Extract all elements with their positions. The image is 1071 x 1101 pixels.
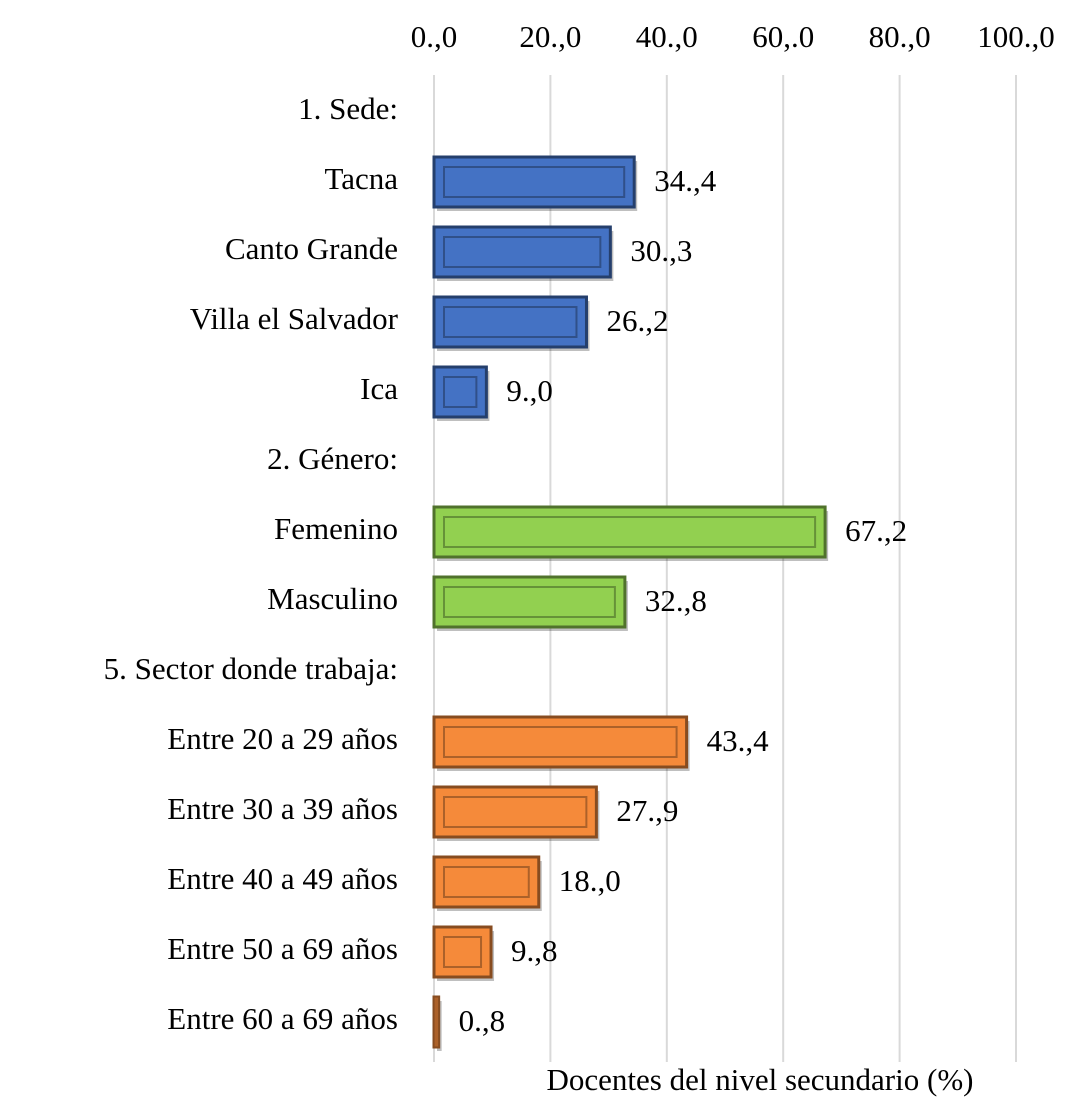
x-tick-label: 0.,0 xyxy=(411,19,458,54)
data-label: 32.,8 xyxy=(645,583,707,618)
data-label: 43.,4 xyxy=(707,723,770,758)
bar xyxy=(432,715,689,769)
bar xyxy=(432,225,612,279)
x-tick-label: 40.,0 xyxy=(636,19,698,54)
y-tick-label: Entre 20 a 29 años xyxy=(167,721,398,756)
data-label: 9.,0 xyxy=(506,373,553,408)
bar xyxy=(432,925,493,979)
y-tick-label: Masculino xyxy=(267,581,398,616)
bar-bevel xyxy=(443,516,817,548)
y-tick-label: 1. Sede: xyxy=(298,91,398,126)
bar-bevel xyxy=(443,866,530,898)
bar xyxy=(432,295,588,349)
data-label: 34.,4 xyxy=(654,163,717,198)
y-tick-label: Entre 50 a 69 años xyxy=(167,931,398,966)
y-tick-label: 2. Género: xyxy=(267,441,398,476)
x-tick-label: 60,.0 xyxy=(752,19,814,54)
bar-bevel xyxy=(443,376,478,408)
bar-bevel xyxy=(443,726,678,758)
data-label: 0.,8 xyxy=(459,1003,506,1038)
data-label: 27.,9 xyxy=(616,793,678,828)
bar xyxy=(432,155,636,209)
y-tick-label: Ica xyxy=(360,371,398,406)
y-tick-label: Tacna xyxy=(324,161,398,196)
y-tick-label: 5. Sector donde trabaja: xyxy=(104,651,398,686)
bar-bevel xyxy=(434,997,439,1047)
data-label: 67.,2 xyxy=(845,513,907,548)
bar xyxy=(432,505,827,559)
data-label: 18.,0 xyxy=(559,863,621,898)
bar xyxy=(432,365,488,419)
y-tick-label: Entre 60 a 69 años xyxy=(167,1001,398,1036)
x-tick-label: 20.,0 xyxy=(519,19,581,54)
x-tick-label: 80.,0 xyxy=(869,19,931,54)
data-label: 30.,3 xyxy=(630,233,692,268)
x-tick-label: 100.,0 xyxy=(977,19,1055,54)
bar xyxy=(432,785,598,839)
y-tick-label: Villa el Salvador xyxy=(190,301,399,336)
bar-bevel xyxy=(443,936,483,968)
x-axis-label: Docentes del nivel secundario (%) xyxy=(547,1062,974,1097)
bar xyxy=(432,855,541,909)
y-tick-label: Entre 30 a 39 años xyxy=(167,791,398,826)
y-tick-label: Entre 40 a 49 años xyxy=(167,861,398,896)
bar-bevel xyxy=(443,306,578,338)
bar-bevel xyxy=(443,796,588,828)
y-tick-label: Femenino xyxy=(274,511,398,546)
bar-bevel xyxy=(443,236,602,268)
bar-bevel xyxy=(443,586,616,618)
data-label: 9.,8 xyxy=(511,933,558,968)
bar xyxy=(432,575,627,629)
bar-bevel xyxy=(443,166,626,198)
y-tick-label: Canto Grande xyxy=(225,231,398,266)
data-label: 26.,2 xyxy=(606,303,668,338)
